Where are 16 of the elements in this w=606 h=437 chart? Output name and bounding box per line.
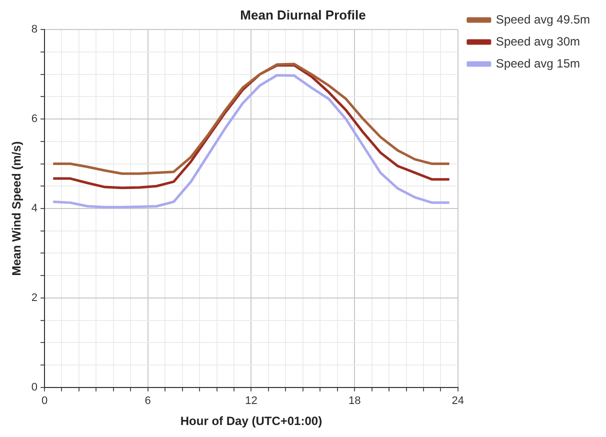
- x-tick-label: 12: [245, 395, 258, 408]
- chart-title: Mean Diurnal Profile: [240, 7, 366, 22]
- x-tick-label: 0: [41, 395, 48, 408]
- legend-label: Speed avg 15m: [496, 56, 580, 70]
- x-tick-label: 24: [452, 395, 464, 408]
- y-tick-label: 6: [31, 113, 38, 126]
- y-tick-label: 4: [31, 202, 38, 215]
- legend-label: Speed avg 49.5m: [496, 12, 590, 26]
- x-tick-label: 6: [144, 395, 151, 408]
- x-axis-title: Hour of Day (UTC+01:00): [180, 414, 322, 428]
- y-axis-title: Mean Wind Speed (m/s): [10, 141, 24, 276]
- y-tick-label: 8: [31, 24, 38, 36]
- legend-label: Speed avg 30m: [496, 34, 580, 48]
- y-tick-label: 2: [31, 292, 38, 304]
- x-tick-label: 18: [348, 395, 361, 408]
- y-tick-label: 0: [31, 381, 38, 394]
